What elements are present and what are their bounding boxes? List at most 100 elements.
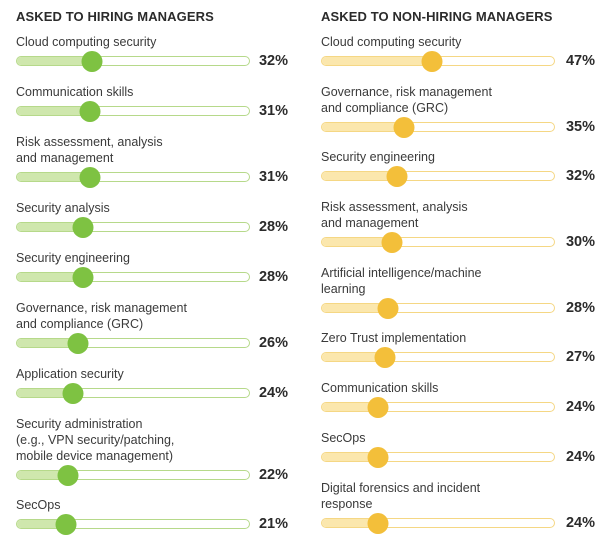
- bar-fill: [322, 453, 378, 461]
- value-label: 32%: [258, 53, 288, 69]
- bar-fill: [17, 520, 66, 528]
- category-label-line: Governance, risk management: [321, 85, 492, 99]
- bar-track: [16, 383, 250, 404]
- bar-fill: [17, 389, 73, 397]
- value-label: 26%: [258, 335, 288, 351]
- bar-track: [16, 333, 250, 354]
- bar-fill: [322, 304, 388, 312]
- category-label: Digital forensics and incident response: [321, 480, 536, 512]
- bar-track: [321, 347, 555, 368]
- bar-value-knob: [386, 166, 408, 187]
- category-label-line: Communication skills: [321, 381, 439, 395]
- bar-fill: [322, 172, 397, 180]
- category-label: Risk assessment, analysis and management: [16, 134, 231, 166]
- bar-track: [16, 101, 250, 122]
- category-label: Artificial intelligence/machine learning: [321, 265, 536, 297]
- bar-value-knob: [421, 51, 443, 72]
- value-label: 24%: [258, 385, 288, 401]
- bar-track: [16, 217, 250, 238]
- bar-fill: [17, 471, 68, 479]
- bar-fill: [322, 519, 378, 527]
- category-label-line: Cloud computing security: [16, 35, 157, 49]
- category-label: Risk assessment, analysis and management: [321, 199, 536, 231]
- bar-fill: [17, 57, 92, 65]
- bar-track: [321, 447, 555, 468]
- category-label-line: Application security: [16, 367, 124, 381]
- category-label: Zero Trust implementation: [321, 330, 536, 346]
- bar-value-knob: [393, 117, 415, 138]
- category-label-line: (e.g., VPN security/patching,: [16, 433, 175, 447]
- value-label: 31%: [258, 169, 288, 185]
- bar-fill: [17, 273, 83, 281]
- category-label-line: response: [321, 497, 373, 511]
- category-label-line: Security administration: [16, 417, 143, 431]
- category-label-line: Security engineering: [16, 251, 130, 265]
- category-label-line: learning: [321, 282, 366, 296]
- bar-track: [321, 117, 555, 138]
- bar-fill: [322, 403, 378, 411]
- bar-value-knob: [381, 232, 403, 253]
- bar-value-knob: [79, 167, 101, 188]
- bar-value-knob: [72, 217, 94, 238]
- bar-track: [321, 397, 555, 418]
- category-label: Application security: [16, 366, 231, 382]
- bar-value-knob: [367, 397, 389, 418]
- category-label-line: and compliance (GRC): [321, 101, 449, 115]
- value-label: 31%: [258, 103, 288, 119]
- bar-track: [321, 513, 555, 534]
- category-label: Cloud computing security: [16, 34, 231, 50]
- category-label: Security engineering: [321, 149, 536, 165]
- value-label: 30%: [565, 234, 595, 250]
- category-label-line: SecOps: [16, 498, 61, 512]
- bar-value-knob: [57, 465, 79, 486]
- category-label-line: Risk assessment, analysis: [16, 135, 163, 149]
- bar-value-knob: [55, 514, 77, 535]
- category-label: SecOps: [16, 497, 231, 513]
- bar-fill: [322, 353, 385, 361]
- bar-value-knob: [79, 101, 101, 122]
- value-label: 24%: [565, 449, 595, 465]
- value-label: 28%: [258, 219, 288, 235]
- bar-fill: [17, 223, 83, 231]
- category-label-line: Communication skills: [16, 85, 134, 99]
- category-label: Security analysis: [16, 200, 231, 216]
- bar-track: [321, 298, 555, 319]
- value-label: 28%: [258, 269, 288, 285]
- category-label-line: Security engineering: [321, 150, 435, 164]
- value-label: 32%: [565, 168, 595, 184]
- bar-track: [16, 267, 250, 288]
- category-label: Communication skills: [16, 84, 231, 100]
- category-label-line: Security analysis: [16, 201, 110, 215]
- value-label: 24%: [565, 399, 595, 415]
- bar-fill: [17, 107, 90, 115]
- bar-track: [16, 514, 250, 535]
- bar-track: [321, 51, 555, 72]
- category-label-line: and management: [321, 216, 419, 230]
- value-label: 27%: [565, 349, 595, 365]
- value-label: 35%: [565, 119, 595, 135]
- value-label: 47%: [565, 53, 595, 69]
- bar-track: [16, 51, 250, 72]
- category-label: Security engineering: [16, 250, 231, 266]
- bar-value-knob: [367, 513, 389, 534]
- bar-value-knob: [374, 347, 396, 368]
- category-label-line: Risk assessment, analysis: [321, 200, 468, 214]
- value-label: 21%: [258, 516, 288, 532]
- value-label: 22%: [258, 467, 288, 483]
- bar-fill: [322, 57, 432, 65]
- bar-value-knob: [72, 267, 94, 288]
- category-label-line: and compliance (GRC): [16, 317, 144, 331]
- bar-value-knob: [367, 447, 389, 468]
- chart-title: ASKED TO HIRING MANAGERS: [16, 9, 214, 24]
- bar-value-knob: [62, 383, 84, 404]
- bar-track: [16, 465, 250, 486]
- category-label-line: Governance, risk management: [16, 301, 187, 315]
- category-label: SecOps: [321, 430, 536, 446]
- bar-value-knob: [67, 333, 89, 354]
- category-label-line: Artificial intelligence/machine: [321, 266, 482, 280]
- bar-track: [16, 167, 250, 188]
- category-label: Communication skills: [321, 380, 536, 396]
- bar-value-knob: [377, 298, 399, 319]
- category-label-line: Digital forensics and incident: [321, 481, 481, 495]
- category-label-line: Zero Trust implementation: [321, 331, 467, 345]
